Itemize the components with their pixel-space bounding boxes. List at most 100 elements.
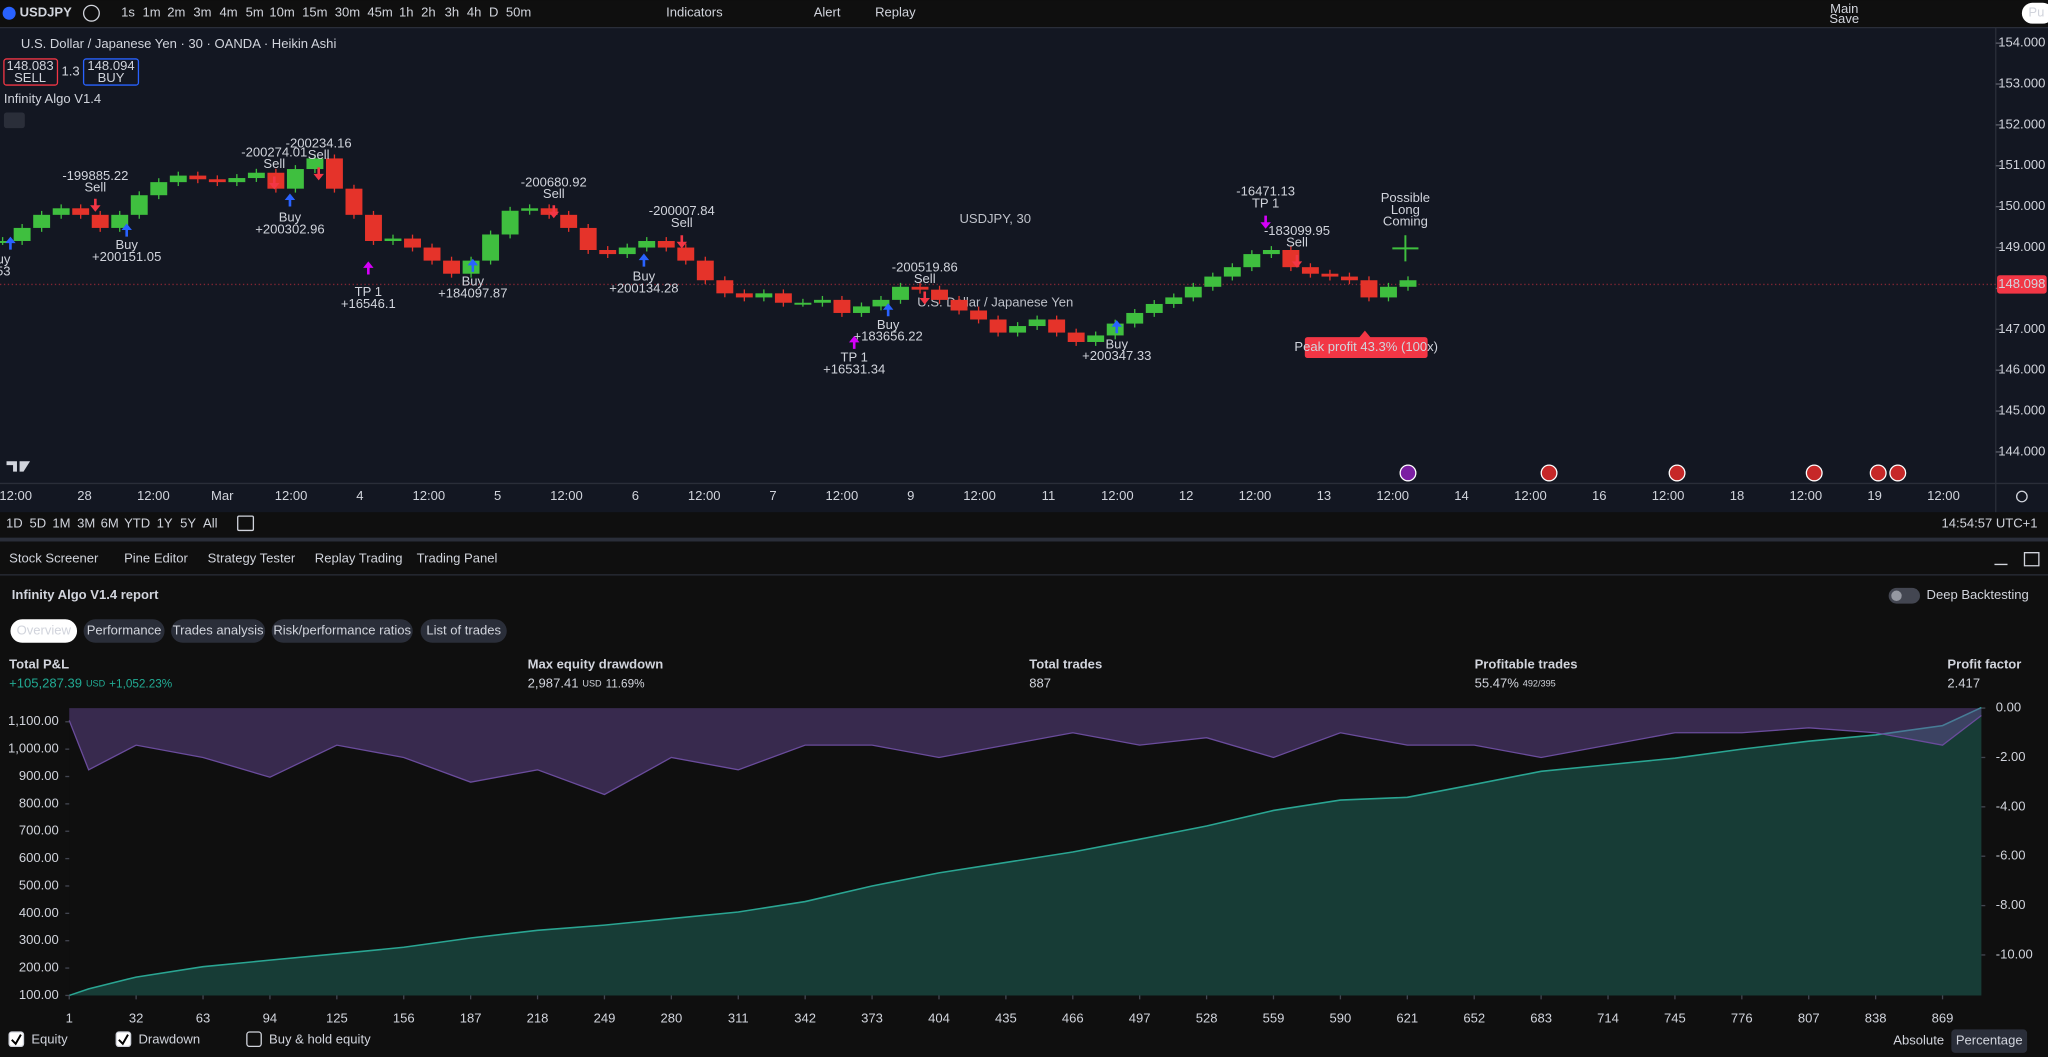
checkbox[interactable]: [246, 1031, 262, 1048]
percentage-bg: [1951, 1029, 2028, 1053]
interval-button[interactable]: 3m: [193, 5, 211, 20]
interval-button[interactable]: 10m: [269, 5, 295, 20]
event-flag[interactable]: [1805, 464, 1823, 482]
range-button[interactable]: All: [203, 515, 218, 530]
range-button[interactable]: 6M: [101, 515, 119, 530]
time-tick-label: 12:00: [1101, 488, 1134, 503]
interval-button[interactable]: 1m: [142, 5, 160, 20]
date-range-button[interactable]: [237, 515, 255, 532]
subtab[interactable]: Performance: [87, 622, 162, 637]
time-tick-label: 12:00: [1789, 488, 1822, 503]
event-flag[interactable]: [1869, 464, 1887, 482]
interval-button[interactable]: 2m: [167, 5, 185, 20]
candle: [482, 234, 500, 261]
signal-label: -200519.86: [892, 259, 958, 274]
x-tick-label: 745: [1664, 1010, 1686, 1025]
panel-tab[interactable]: Stock Screener: [9, 551, 99, 566]
range-button[interactable]: YTD: [124, 515, 150, 530]
range-button[interactable]: 3M: [77, 515, 95, 530]
signal-label: Buy: [115, 237, 138, 252]
subtab-bg: [10, 619, 78, 643]
replay-button[interactable]: Replay: [875, 5, 916, 20]
subtab[interactable]: Trades analysis: [173, 622, 264, 637]
compare-button[interactable]: [82, 4, 100, 22]
signal-label: +183656.22: [854, 329, 923, 344]
signal-label: Sell: [308, 147, 330, 162]
event-flag[interactable]: [1668, 464, 1686, 482]
publish-button[interactable]: Pu: [2028, 5, 2044, 20]
signal-label: +16531.34: [823, 361, 885, 376]
y2-tick-label: 0.00: [1996, 700, 2021, 715]
signal-label: TP 1: [355, 284, 382, 299]
signal-label: +200134.28: [609, 280, 678, 295]
range-button[interactable]: 1D: [6, 515, 23, 530]
panel-controls[interactable]: [1994, 552, 2040, 567]
possible-long-label: Coming: [1383, 214, 1428, 229]
time-tick-label: 12:00: [137, 488, 170, 503]
layout-save[interactable]: Save: [1829, 11, 1859, 26]
range-button[interactable]: 5Y: [180, 515, 196, 530]
range-button[interactable]: 1Y: [157, 515, 173, 530]
legend-toggle[interactable]: Equity: [31, 1031, 68, 1046]
report-title[interactable]: Infinity Algo V1.4 report: [12, 587, 159, 602]
stat-extra: 492/395: [1523, 679, 1556, 689]
interval-button[interactable]: 2h: [421, 5, 436, 20]
panel-tab[interactable]: Trading Panel: [417, 551, 498, 566]
signal-label: Sell: [543, 186, 565, 201]
symbol[interactable]: USDJPY: [20, 5, 73, 20]
interval-button[interactable]: 45m: [367, 5, 393, 20]
sell-box[interactable]: [3, 58, 59, 86]
price-tick-label: 146.000: [1998, 362, 2045, 377]
interval-button[interactable]: 4m: [220, 5, 238, 20]
x-tick-label: 32: [129, 1010, 144, 1025]
panel-tab[interactable]: Strategy Tester: [208, 551, 296, 566]
signal-label: -16471.13: [1236, 184, 1295, 199]
indicators-button[interactable]: Indicators: [666, 5, 723, 20]
signal-arrow: [548, 205, 560, 219]
alert-button[interactable]: Alert: [814, 5, 841, 20]
x-tick-label: 342: [794, 1010, 816, 1025]
interval-button[interactable]: 30m: [335, 5, 361, 20]
candle: [1028, 319, 1046, 327]
sell-price: 148.083: [6, 58, 53, 73]
time-tick-label: 12:00: [550, 488, 583, 503]
candle: [735, 293, 753, 298]
interval-button[interactable]: 15m: [302, 5, 328, 20]
interval-button[interactable]: 5m: [246, 5, 264, 20]
percentage-button[interactable]: Percentage: [1956, 1033, 2023, 1048]
signal-label: +200151.05: [92, 249, 161, 264]
panel-tab[interactable]: Pine Editor: [124, 551, 188, 566]
peak-pointer: [1358, 330, 1372, 339]
interval-button[interactable]: 1s: [121, 5, 135, 20]
candle: [404, 238, 421, 248]
interval-button[interactable]: 1h: [399, 5, 414, 20]
layout-name[interactable]: Main: [1830, 1, 1858, 16]
dividend-icon[interactable]: [1399, 464, 1417, 482]
y-tick-label: 700.00: [19, 823, 59, 838]
subtab[interactable]: List of trades: [426, 622, 501, 637]
event-flag[interactable]: [1889, 464, 1907, 482]
panel-tab[interactable]: Replay Trading: [315, 551, 403, 566]
interval-button[interactable]: 3h: [445, 5, 460, 20]
stat-value-main: +105,287.39: [9, 676, 82, 691]
subtab[interactable]: Overview: [17, 622, 72, 637]
range-button[interactable]: 1M: [52, 515, 70, 530]
collapse-button[interactable]: [3, 112, 25, 129]
legend-toggle[interactable]: Drawdown: [138, 1031, 200, 1046]
symbol-icon: [2, 6, 16, 20]
interval-button[interactable]: 4h: [467, 5, 482, 20]
interval-button[interactable]: 50m: [506, 5, 532, 20]
range-button[interactable]: 5D: [30, 515, 47, 530]
subtab[interactable]: Risk/performance ratios: [273, 622, 411, 637]
time-tick-label: 12:00: [1652, 488, 1685, 503]
candle: [774, 293, 792, 303]
event-flag[interactable]: [1540, 464, 1558, 482]
watermark-symbol: USDJPY, 30: [959, 211, 1031, 226]
x-tick-label: 466: [1062, 1010, 1084, 1025]
equity-plot-bg: [69, 708, 1982, 996]
interval-button[interactable]: D: [489, 5, 498, 20]
absolute-button[interactable]: Absolute: [1893, 1033, 1944, 1048]
buy-box[interactable]: [82, 58, 140, 86]
legend-toggle[interactable]: Buy & hold equity: [269, 1031, 371, 1046]
axis-settings[interactable]: [2015, 490, 2028, 503]
